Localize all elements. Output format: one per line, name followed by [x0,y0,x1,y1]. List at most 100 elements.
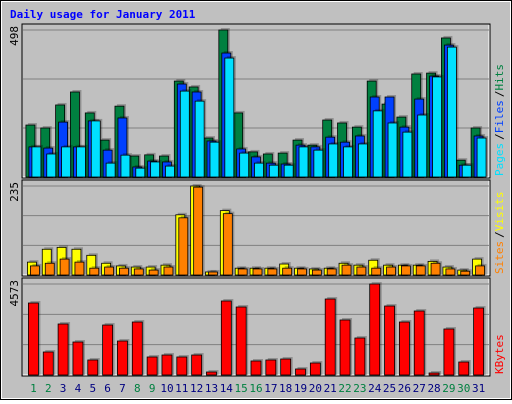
x-tick-label: 20 [309,382,322,395]
legend-entry: Hits [493,64,506,91]
legend-entry: Files [493,100,506,133]
bar [120,154,131,178]
y-max-label: 4573 [8,280,21,307]
bar [372,110,383,178]
bar [447,46,457,178]
legend-entry: KBytes [493,334,506,374]
bar [460,270,471,276]
bar [222,213,233,276]
x-tick-label: 24 [368,382,382,395]
bar [309,362,321,376]
bar [179,90,190,178]
bar [386,266,396,276]
bar [343,146,353,178]
bar [44,262,55,276]
x-tick-label: 12 [190,382,203,395]
bar [475,265,485,276]
y-max-label: 498 [8,26,21,46]
bar [89,267,100,276]
bar [295,368,306,376]
bar [150,161,161,178]
bar [74,261,85,276]
bar [384,305,395,376]
legend-entry: Pages [493,143,506,176]
x-tick-label: 15 [235,382,248,395]
bar [313,149,324,178]
bar [161,354,173,376]
bar [254,162,264,178]
x-tick-label: 17 [264,382,277,395]
x-tick-label: 9 [149,382,156,395]
bar [268,164,279,178]
x-tick-label: 21 [324,382,337,395]
bar [42,351,54,376]
bar [413,310,425,376]
bar [31,146,42,178]
legend: Pages/Files/Hits [493,64,506,176]
bar [252,268,263,276]
bar [28,302,39,376]
bar [326,268,337,276]
bar [235,306,247,376]
legend-entry: Visits [493,192,506,232]
bar [461,164,472,178]
x-tick-label: 10 [160,382,173,395]
bar [402,131,413,178]
bar [119,267,129,276]
bar [224,57,235,178]
bar [357,143,368,178]
bar [59,258,70,276]
bar [417,114,428,178]
bar [458,361,470,376]
bar [356,266,367,276]
x-tick-label: 18 [279,382,292,395]
bar [135,167,146,178]
bar [282,267,293,276]
x-tick-label: 28 [427,382,440,395]
bar [250,360,262,376]
panel [21,277,491,377]
bar [298,146,309,178]
bar [163,266,174,276]
bar [432,76,442,178]
bar [72,341,84,376]
bar [87,359,99,376]
x-tick-label: 8 [134,382,141,395]
panel [21,179,491,277]
bar [193,186,204,276]
x-tick-label: 14 [220,382,234,395]
legend-separator: / [493,91,506,98]
bar [102,324,114,376]
x-tick-label: 4 [75,382,82,395]
x-tick-label: 26 [398,382,411,395]
bar [445,268,456,276]
bar [133,268,144,276]
x-tick-label: 27 [413,382,426,395]
bar [46,153,57,178]
legend-separator: / [493,133,506,140]
bar [473,307,484,376]
bar [131,321,143,376]
bar [178,217,189,276]
bar [90,120,101,178]
bar [354,337,366,376]
bar [371,267,382,276]
legend: Sites /Visits [493,192,506,275]
x-tick-label: 5 [89,382,96,395]
bar [148,269,159,276]
x-tick-label: 30 [457,382,470,395]
x-tick-label: 13 [205,382,218,395]
bar [415,265,426,276]
bar [387,122,398,178]
bar [430,262,441,276]
x-tick-label: 7 [119,382,126,395]
x-tick-label: 11 [175,382,188,395]
chart-title: Daily usage for January 2011 [10,8,196,21]
bar [369,283,381,376]
x-tick-label: 2 [45,382,52,395]
x-tick-label: 31 [472,382,485,395]
bar [209,141,220,178]
bar [267,268,278,276]
